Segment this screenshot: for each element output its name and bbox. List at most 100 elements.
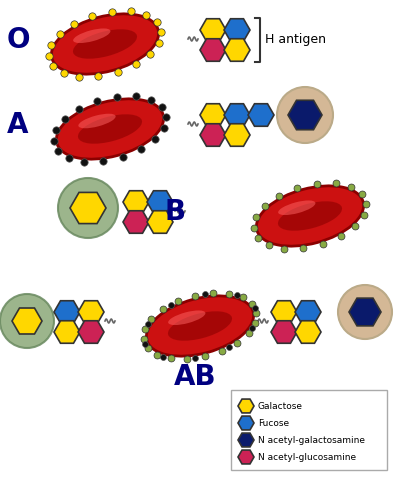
Polygon shape xyxy=(288,101,322,131)
Polygon shape xyxy=(224,105,250,127)
Point xyxy=(60,70,67,78)
Text: Fucose: Fucose xyxy=(258,419,289,428)
Circle shape xyxy=(58,179,118,239)
Point xyxy=(55,148,61,156)
Polygon shape xyxy=(295,301,321,324)
Ellipse shape xyxy=(78,115,116,129)
Point xyxy=(314,181,320,188)
Ellipse shape xyxy=(146,296,254,356)
Polygon shape xyxy=(147,191,173,214)
Ellipse shape xyxy=(56,100,164,160)
Point xyxy=(168,355,174,363)
Polygon shape xyxy=(54,321,80,344)
Point xyxy=(147,51,153,59)
Point xyxy=(359,191,365,198)
Ellipse shape xyxy=(78,115,142,144)
Point xyxy=(184,355,190,363)
Ellipse shape xyxy=(73,30,137,60)
Text: A: A xyxy=(7,111,29,139)
Point xyxy=(332,180,339,188)
Point xyxy=(114,93,120,101)
Polygon shape xyxy=(200,124,226,147)
Point xyxy=(57,31,63,39)
Polygon shape xyxy=(200,40,226,62)
Point xyxy=(234,339,240,347)
Polygon shape xyxy=(200,20,226,42)
Point xyxy=(253,214,259,222)
Point xyxy=(175,298,181,306)
Polygon shape xyxy=(271,301,297,324)
Polygon shape xyxy=(224,124,250,147)
Point xyxy=(320,241,326,248)
Ellipse shape xyxy=(51,15,159,75)
Point xyxy=(226,290,232,298)
Point xyxy=(89,13,96,21)
Text: B: B xyxy=(164,197,186,226)
Point xyxy=(348,183,354,191)
Point xyxy=(138,146,144,154)
Point xyxy=(128,8,134,16)
FancyBboxPatch shape xyxy=(231,390,387,470)
Polygon shape xyxy=(78,301,104,324)
Point xyxy=(50,63,56,71)
Point xyxy=(192,354,198,362)
Ellipse shape xyxy=(168,311,206,325)
Ellipse shape xyxy=(278,201,316,215)
Point xyxy=(140,336,147,344)
Point xyxy=(120,154,126,162)
Circle shape xyxy=(277,88,333,144)
Point xyxy=(352,223,358,230)
Polygon shape xyxy=(238,416,254,430)
Point xyxy=(210,289,216,297)
Point xyxy=(163,114,170,121)
Point xyxy=(252,319,258,327)
Point xyxy=(240,294,246,302)
Point xyxy=(202,353,208,361)
Point xyxy=(50,138,57,146)
Text: Galactose: Galactose xyxy=(258,402,303,410)
Polygon shape xyxy=(271,321,297,344)
Point xyxy=(132,93,139,101)
Ellipse shape xyxy=(278,202,342,231)
Point xyxy=(361,212,367,219)
Point xyxy=(142,340,148,348)
Polygon shape xyxy=(70,193,106,224)
Ellipse shape xyxy=(73,30,110,44)
Polygon shape xyxy=(238,433,254,447)
Point xyxy=(168,301,174,309)
Point xyxy=(95,73,101,81)
Point xyxy=(145,320,151,328)
Point xyxy=(219,347,225,355)
Ellipse shape xyxy=(256,186,364,247)
Circle shape xyxy=(0,294,54,348)
Polygon shape xyxy=(54,301,80,324)
Point xyxy=(276,192,282,200)
Point xyxy=(160,306,166,314)
Point xyxy=(160,353,166,361)
Text: N acetyl-galactosamine: N acetyl-galactosamine xyxy=(258,436,365,445)
Point xyxy=(133,61,139,69)
Point xyxy=(226,344,232,351)
Point xyxy=(154,19,160,27)
Polygon shape xyxy=(248,105,274,127)
Polygon shape xyxy=(200,105,226,127)
Point xyxy=(45,53,52,61)
Point xyxy=(145,345,151,352)
Polygon shape xyxy=(123,212,149,234)
Point xyxy=(161,125,167,133)
Polygon shape xyxy=(224,40,250,62)
Text: AB: AB xyxy=(174,362,216,390)
Point xyxy=(250,225,257,233)
Point xyxy=(338,233,344,241)
Point xyxy=(294,185,300,193)
Point xyxy=(255,235,261,242)
Point xyxy=(249,301,255,308)
Point xyxy=(266,242,272,250)
Polygon shape xyxy=(238,450,254,464)
Point xyxy=(62,116,68,123)
Point xyxy=(100,158,106,166)
Polygon shape xyxy=(78,321,104,344)
Point xyxy=(281,245,288,253)
Polygon shape xyxy=(238,399,254,413)
Point xyxy=(156,40,162,47)
